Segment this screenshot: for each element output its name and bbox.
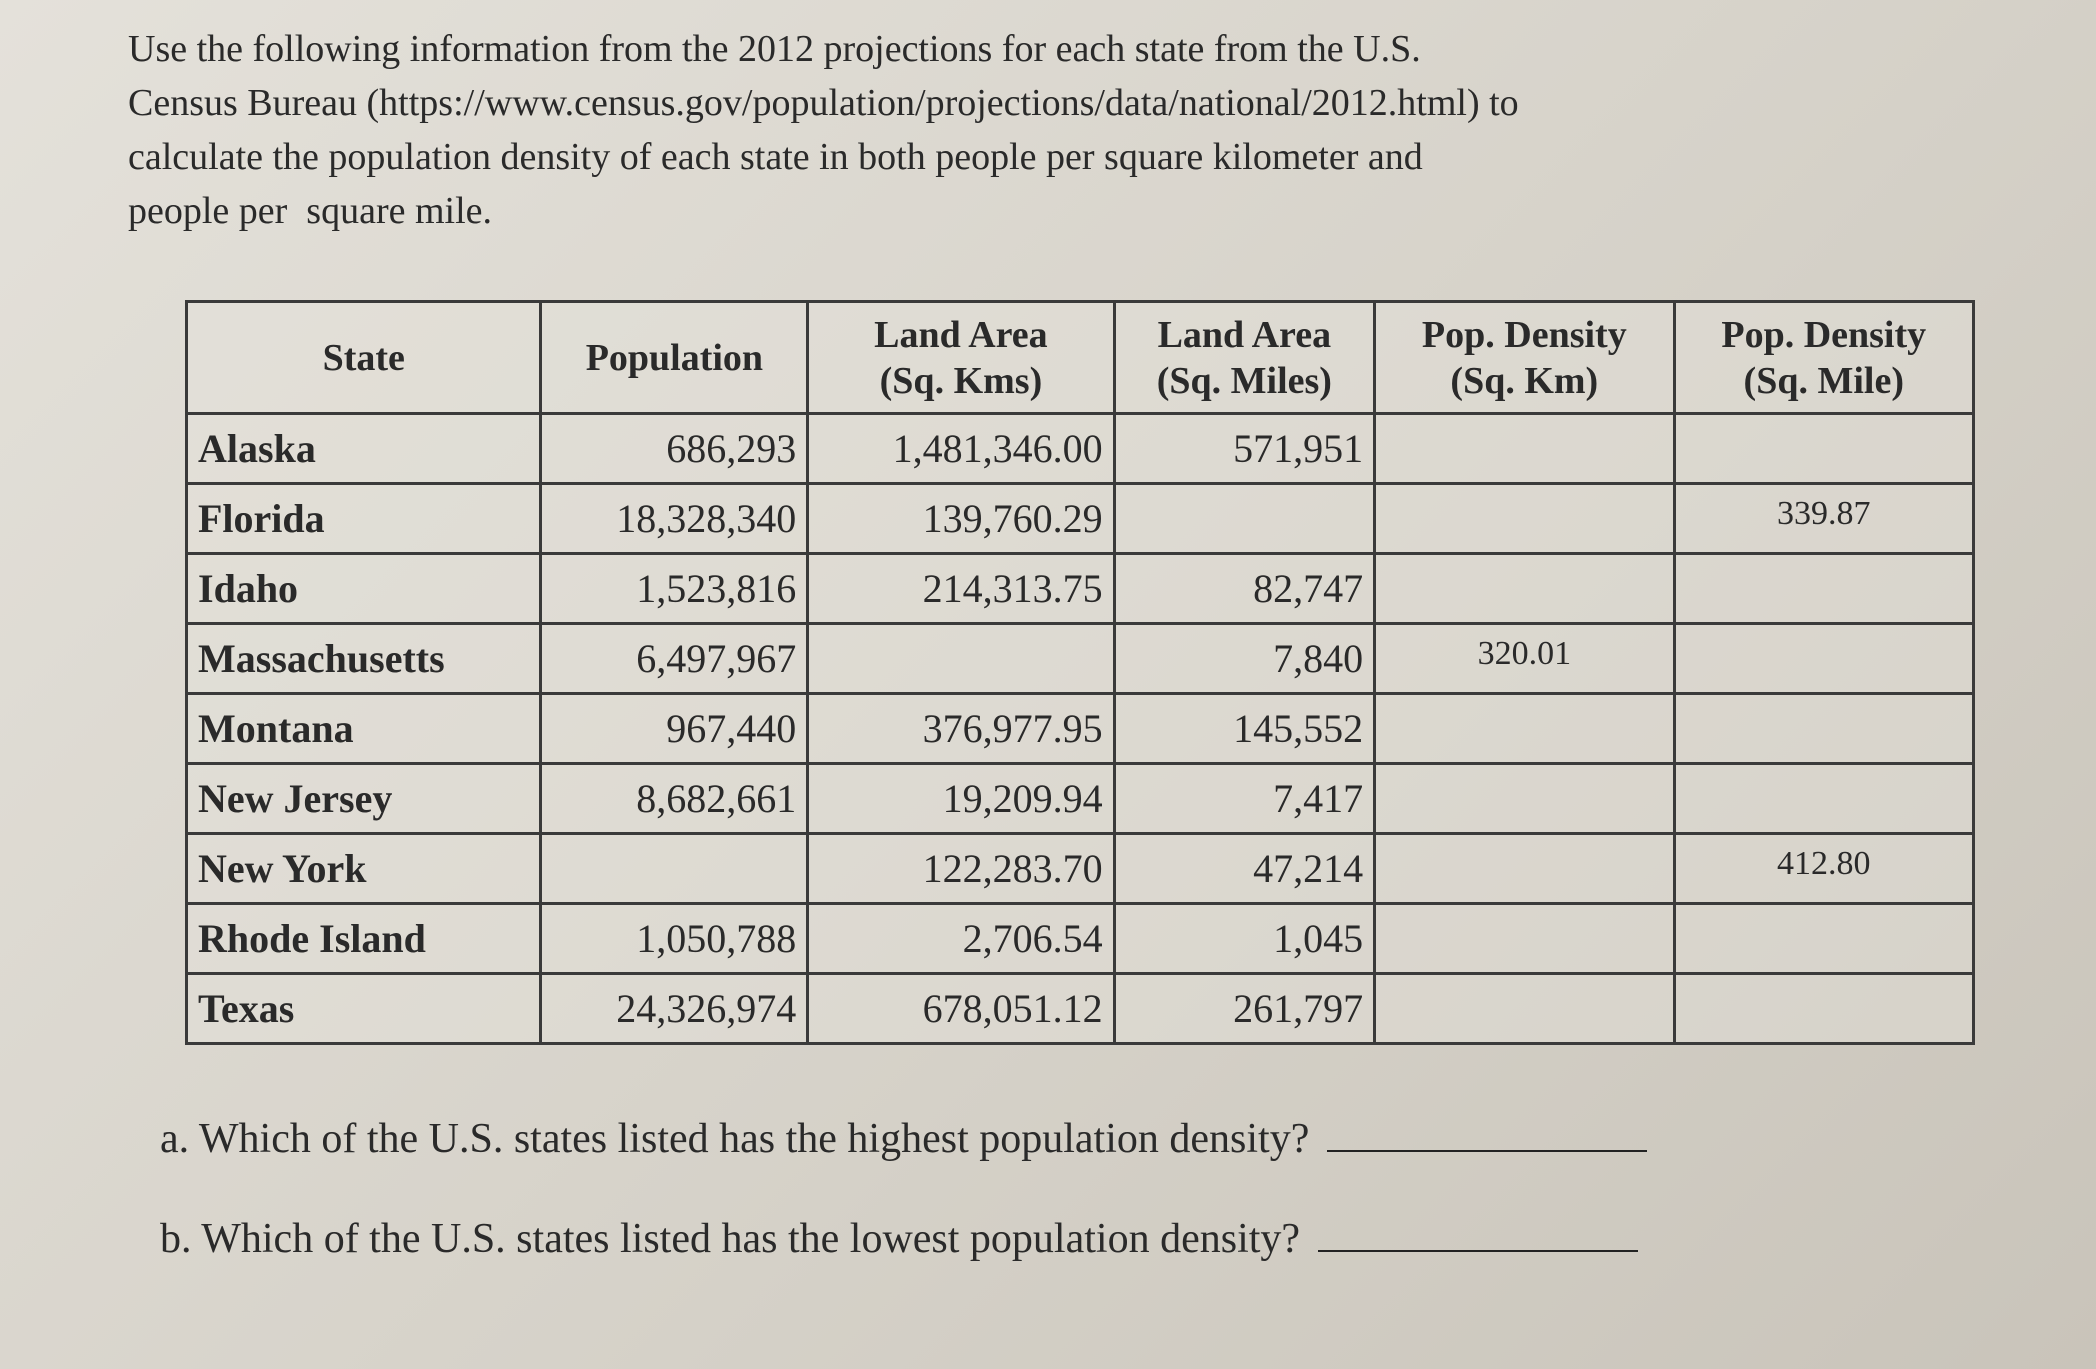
header-cell: Pop. Density (Sq. Mile) — [1672, 300, 1976, 415]
header-line: Land Area — [874, 313, 1048, 356]
header-cell: Population — [539, 300, 810, 415]
table-cell[interactable] — [1672, 552, 1976, 625]
table-cell — [806, 622, 1116, 695]
table-cell: 139,760.29 — [806, 482, 1116, 555]
header-row: State Population Land Area (Sq. Kms) Land Ar… — [184, 300, 1976, 415]
answer-blank[interactable] — [1318, 1250, 1639, 1252]
instruction-line: Use the following information from the 2… — [128, 28, 1421, 70]
question-text: a. Which of the U.S. states listed has t… — [160, 1116, 1310, 1162]
table-cell: 82,747 — [1112, 552, 1377, 625]
table-cell — [1112, 482, 1377, 555]
table-cell: 1,481,346.00 — [806, 412, 1116, 485]
header-line: Pop. Density — [1421, 313, 1627, 356]
table-cell: Montana — [184, 692, 543, 765]
table-cell: 2,706.54 — [806, 902, 1116, 975]
table-cell: 6,497,967 — [539, 622, 810, 695]
table-row: Montana 967,440 376,977.95 145,552 — [184, 692, 1976, 765]
table-cell: 376,977.95 — [806, 692, 1116, 765]
table-cell[interactable] — [1672, 692, 1976, 765]
table-cell[interactable] — [1373, 972, 1676, 1045]
table-cell[interactable] — [1373, 902, 1676, 975]
table-cell: 214,313.75 — [806, 552, 1116, 625]
header-cell: State — [184, 300, 543, 415]
header-line: (Sq. Mile) — [1743, 359, 1904, 402]
table-cell[interactable] — [1672, 902, 1976, 975]
answer-blank[interactable] — [1327, 1150, 1648, 1152]
table-cell: Texas — [184, 972, 543, 1045]
table-row: Florida 18,328,340 139,760.29 339.87 — [184, 482, 1976, 555]
table-cell[interactable] — [1373, 482, 1676, 555]
table-cell: 678,051.12 — [806, 972, 1116, 1045]
header-line: Land Area — [1157, 313, 1332, 356]
table-cell: 571,951 — [1112, 412, 1377, 485]
table-cell: 7,417 — [1112, 762, 1377, 835]
table-cell: New Jersey — [184, 762, 543, 835]
table-cell[interactable] — [1672, 412, 1976, 485]
table-cell: 7,840 — [1112, 622, 1377, 695]
table-cell: 339.87 — [1672, 482, 1976, 555]
table-cell: 19,209.94 — [806, 762, 1116, 835]
instruction-line: people per square mile. — [128, 190, 493, 232]
table-cell: 686,293 — [539, 412, 810, 485]
table-cell[interactable] — [1672, 972, 1976, 1045]
table-cell[interactable] — [1373, 412, 1676, 485]
question: b. Which of the U.S. states listed has t… — [160, 1215, 1639, 1263]
table-cell: 1,045 — [1112, 902, 1377, 975]
table-row: New Jersey 8,682,661 19,209.94 7,417 — [184, 762, 1976, 835]
table-cell: New York — [184, 832, 543, 905]
instructions: Use the following information from the 2… — [128, 22, 1519, 238]
table-row: Idaho 1,523,816 214,313.75 82,747 — [184, 552, 1976, 625]
table-cell: Alaska — [184, 412, 543, 485]
table-cell: 1,523,816 — [539, 552, 810, 625]
table-cell: 47,214 — [1112, 832, 1377, 905]
table-row: Rhode Island 1,050,788 2,706.54 1,045 — [184, 902, 1976, 975]
data-table: State Population Land Area (Sq. Kms) Land Ar… — [184, 300, 1976, 1045]
table-row: New York 122,283.70 47,214 412.80 — [184, 832, 1976, 905]
question-text: b. Which of the U.S. states listed has t… — [160, 1216, 1301, 1262]
header-cell: Land Area (Sq. Kms) — [806, 300, 1116, 415]
instruction-line: calculate the population density of each… — [128, 136, 1423, 178]
table-cell: 320.01 — [1373, 622, 1676, 695]
table-row: Alaska 686,293 1,481,346.00 571,951 — [184, 412, 1976, 485]
table-cell[interactable] — [1373, 552, 1676, 625]
table-cell[interactable] — [1373, 692, 1676, 765]
table-cell: 967,440 — [539, 692, 810, 765]
table-cell — [539, 832, 810, 905]
table-cell[interactable] — [1672, 622, 1976, 695]
table-cell: Idaho — [184, 552, 543, 625]
header-line: (Sq. Km) — [1450, 359, 1599, 402]
table-cell: Rhode Island — [184, 902, 543, 975]
header-cell: Pop. Density (Sq. Km) — [1373, 300, 1676, 415]
table-cell[interactable] — [1672, 762, 1976, 835]
table-cell: 1,050,788 — [539, 902, 810, 975]
table-cell: Florida — [184, 482, 543, 555]
table-cell: 18,328,340 — [539, 482, 810, 555]
table-cell[interactable] — [1373, 832, 1676, 905]
question: a. Which of the U.S. states listed has t… — [160, 1115, 1648, 1163]
table-cell: 145,552 — [1112, 692, 1377, 765]
table-cell: 24,326,974 — [539, 972, 810, 1045]
table-cell: 8,682,661 — [539, 762, 810, 835]
table-cell[interactable] — [1373, 762, 1676, 835]
instruction-line: Census Bureau (https://www.census.gov/po… — [128, 82, 1519, 124]
table-cell: 412.80 — [1672, 832, 1976, 905]
header-line: Pop. Density — [1721, 313, 1927, 356]
header-line: (Sq. Miles) — [1156, 359, 1332, 402]
header-line: (Sq. Kms) — [879, 359, 1043, 402]
table-cell: 122,283.70 — [806, 832, 1116, 905]
table-row: Massachusetts 6,497,967 7,840 320.01 — [184, 622, 1976, 695]
table-cell: 261,797 — [1112, 972, 1377, 1045]
header-line: Population — [585, 336, 764, 379]
table-cell: Massachusetts — [184, 622, 543, 695]
table-row: Texas 24,326,974 678,051.12 261,797 — [184, 972, 1976, 1045]
header-cell: Land Area (Sq. Miles) — [1112, 300, 1377, 415]
header-line: State — [322, 336, 405, 379]
